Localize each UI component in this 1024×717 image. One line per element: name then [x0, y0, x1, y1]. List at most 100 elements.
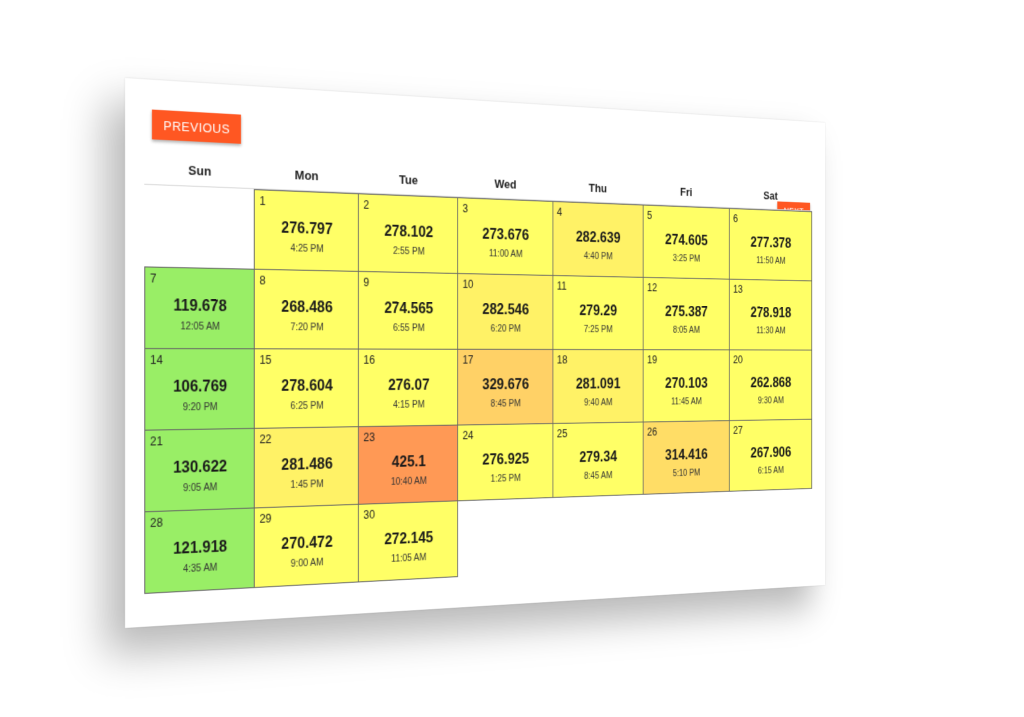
day-cell[interactable]: 22 281.486 1:45 PM — [254, 426, 359, 508]
day-cell[interactable]: 3 273.676 11:00 AM — [458, 197, 553, 276]
day-number: 21 — [150, 434, 163, 448]
day-time: 8:45 AM — [553, 470, 643, 483]
previous-button[interactable]: PREVIOUS — [152, 110, 241, 144]
day-time: 11:45 AM — [643, 397, 729, 408]
day-number: 14 — [150, 353, 163, 367]
day-cell[interactable]: 10 282.546 6:20 PM — [458, 273, 553, 350]
day-value: 274.565 — [359, 300, 457, 318]
day-cell[interactable]: 2 278.102 2:55 PM — [358, 193, 458, 274]
day-cell[interactable]: 17 329.676 8:45 PM — [458, 349, 553, 426]
day-cell[interactable]: 14 106.769 9:20 PM — [144, 348, 255, 431]
day-cell[interactable]: 18 281.091 9:40 AM — [552, 349, 643, 424]
weekday-sat: Sat — [729, 181, 812, 210]
day-cell[interactable]: 5 274.605 3:25 PM — [643, 205, 730, 280]
weekday-fri: Fri — [643, 177, 729, 207]
day-number: 11 — [557, 280, 567, 293]
day-time: 9:00 AM — [255, 556, 358, 572]
day-value: 281.486 — [255, 456, 358, 476]
day-time: 4:35 AM — [145, 561, 254, 577]
day-number: 23 — [363, 431, 375, 444]
day-cell[interactable]: 21 130.622 9:05 AM — [144, 428, 255, 512]
day-cell[interactable]: 26 314.416 5:10 PM — [643, 420, 730, 495]
weekday-mon: Mon — [254, 159, 358, 192]
day-time: 11:50 AM — [730, 255, 812, 267]
day-number: 17 — [462, 353, 473, 366]
day-number: 13 — [733, 283, 743, 295]
day-value: 262.868 — [730, 376, 812, 392]
day-cell[interactable]: 9 274.565 6:55 PM — [358, 271, 458, 350]
day-value: 278.604 — [255, 378, 358, 396]
day-number: 9 — [363, 276, 369, 289]
day-time: 9:40 AM — [553, 398, 643, 409]
day-cell[interactable]: 12 275.387 8:05 AM — [643, 277, 730, 350]
day-time: 6:20 PM — [458, 324, 552, 335]
day-cell[interactable]: 23 425.1 10:40 AM — [358, 425, 458, 505]
day-number: 1 — [259, 194, 265, 208]
weekday-wed: Wed — [458, 169, 553, 201]
day-value: 278.102 — [359, 223, 457, 243]
day-time: 9:05 AM — [145, 481, 254, 495]
day-time: 6:15 AM — [730, 465, 812, 477]
day-time: 11:00 AM — [458, 248, 552, 260]
day-time: 9:30 AM — [730, 396, 812, 406]
day-time: 7:25 PM — [553, 325, 643, 335]
day-number: 16 — [363, 353, 375, 366]
day-cell[interactable]: 29 270.472 9:00 AM — [254, 504, 359, 588]
day-time: 8:05 AM — [643, 325, 729, 335]
day-cell[interactable]: 24 276.925 1:25 PM — [458, 423, 553, 501]
day-number: 7 — [150, 271, 156, 285]
day-value: 281.091 — [553, 377, 643, 394]
day-value: 274.605 — [643, 232, 729, 250]
day-time: 7:20 PM — [255, 322, 358, 333]
day-time: 10:40 AM — [359, 475, 457, 488]
day-number: 25 — [557, 427, 567, 440]
day-time: 6:25 PM — [255, 401, 358, 413]
day-cell[interactable]: 7 119.678 12:05 AM — [144, 266, 255, 349]
day-value: 276.07 — [359, 377, 457, 394]
day-value: 275.387 — [643, 304, 729, 321]
day-value: 119.678 — [145, 297, 254, 316]
day-cell[interactable]: 25 279.34 8:45 AM — [552, 422, 643, 498]
day-value: 279.34 — [553, 449, 643, 467]
day-number: 29 — [259, 512, 271, 526]
weekday-sun: Sun — [144, 154, 254, 188]
day-value: 278.918 — [730, 305, 812, 321]
day-cell[interactable]: 11 279.29 7:25 PM — [552, 275, 643, 350]
day-number: 12 — [647, 281, 657, 294]
day-number: 27 — [733, 424, 743, 436]
weekday-thu: Thu — [552, 173, 642, 204]
day-cell[interactable]: 19 270.103 11:45 AM — [643, 349, 730, 422]
calendar: Sun Mon Tue Wed Thu Fri Sat 1 276.797 4:25… — [144, 154, 811, 593]
day-value: 121.918 — [145, 538, 254, 560]
day-cell[interactable]: 8 268.486 7:20 PM — [254, 269, 359, 350]
day-number: 26 — [647, 426, 657, 439]
day-value: 279.29 — [553, 303, 643, 320]
day-value: 329.676 — [458, 377, 552, 394]
day-cell[interactable]: 20 262.868 9:30 AM — [729, 349, 812, 421]
weekday-tue: Tue — [358, 164, 457, 196]
day-time: 9:20 PM — [145, 402, 254, 414]
day-time: 1:25 PM — [458, 473, 552, 486]
day-value: 267.906 — [730, 445, 812, 462]
day-time: 12:05 AM — [145, 321, 254, 333]
day-cell[interactable]: 13 278.918 11:30 AM — [729, 279, 812, 351]
day-cell[interactable]: 1 276.797 4:25 PM — [254, 189, 359, 272]
day-time: 6:55 PM — [359, 323, 457, 334]
day-value: 106.769 — [145, 378, 254, 396]
day-value: 273.676 — [458, 226, 552, 245]
day-cell[interactable]: 30 272.145 11:05 AM — [358, 500, 458, 582]
day-cell[interactable]: 16 276.07 4:15 PM — [358, 349, 458, 428]
day-value: 425.1 — [359, 453, 457, 472]
day-cell[interactable]: 6 277.378 11:50 AM — [729, 208, 812, 281]
day-cell[interactable]: 27 267.906 6:15 AM — [729, 419, 812, 492]
day-cell[interactable]: 28 121.918 4:35 AM — [144, 507, 255, 594]
day-number: 30 — [363, 508, 375, 522]
day-number: 8 — [259, 274, 265, 288]
day-cell[interactable]: 15 278.604 6:25 PM — [254, 348, 359, 429]
day-value: 314.416 — [643, 447, 729, 465]
day-number: 24 — [462, 429, 473, 442]
day-number: 18 — [557, 354, 567, 367]
day-number: 5 — [647, 209, 652, 222]
day-cell[interactable]: 4 282.639 4:40 PM — [552, 201, 643, 278]
day-number: 19 — [647, 354, 657, 366]
